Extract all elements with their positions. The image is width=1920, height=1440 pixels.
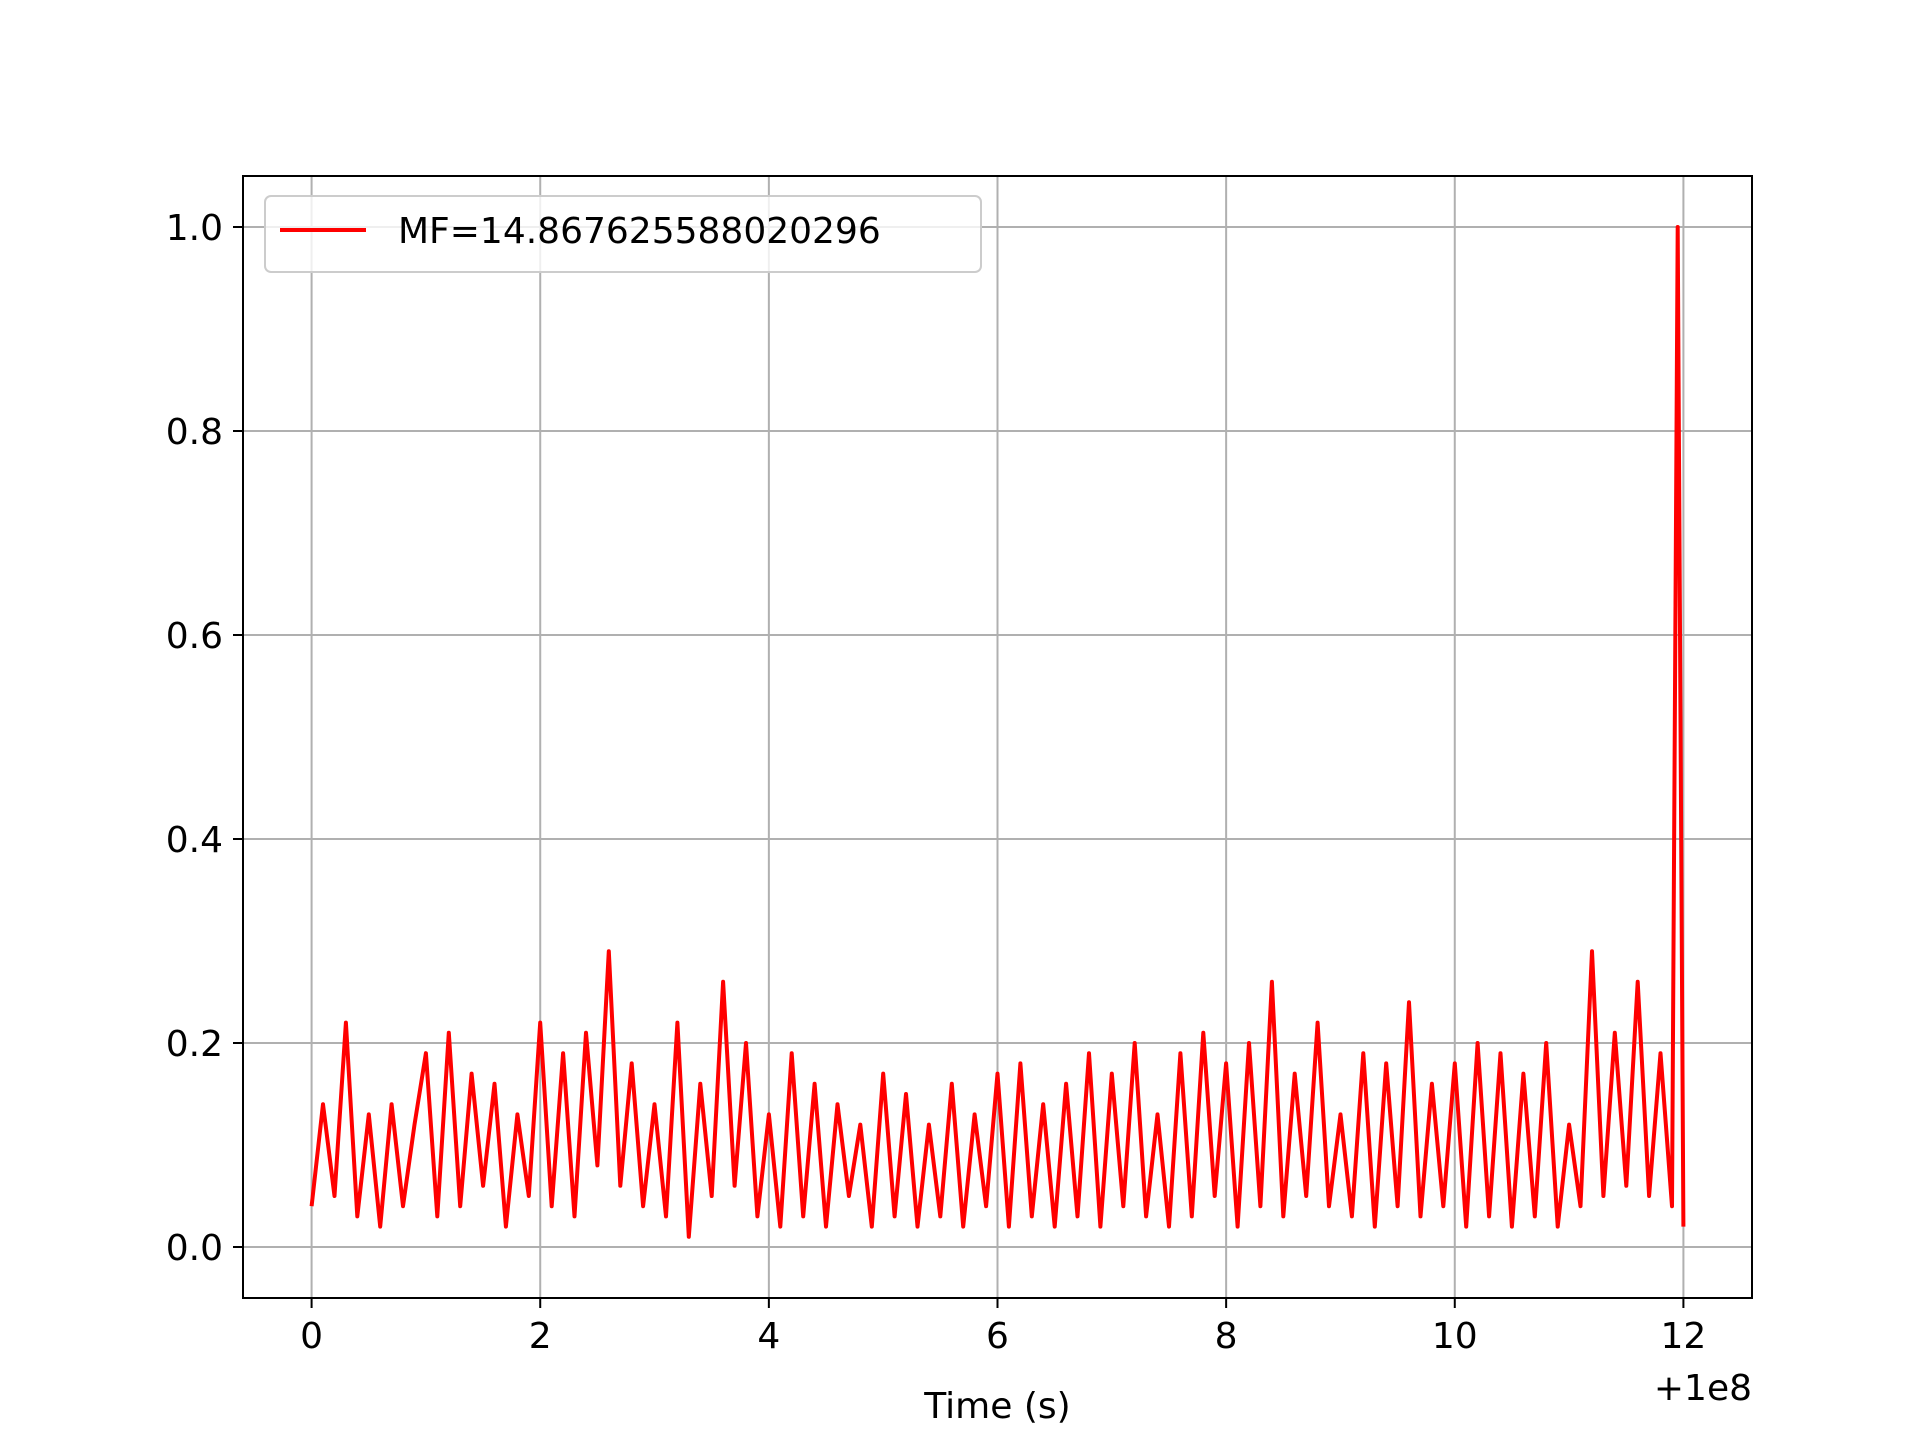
- x-tick-label: 8: [1215, 1316, 1238, 1357]
- x-tick-label: 4: [757, 1316, 780, 1357]
- grid: [243, 176, 1752, 1298]
- y-tick-label: 0.4: [166, 820, 223, 861]
- x-tick-label: 2: [529, 1316, 552, 1357]
- y-tick-label: 0.0: [166, 1228, 223, 1269]
- series-layer: [309, 225, 1686, 1239]
- y-tick-label: 0.2: [166, 1024, 223, 1065]
- y-tick-label: 0.8: [166, 412, 223, 453]
- x-tick-label: 12: [1661, 1316, 1707, 1357]
- x-axis-label: Time (s): [923, 1386, 1070, 1427]
- y-tick-label: 0.6: [166, 616, 223, 657]
- x-tick-label: 6: [986, 1316, 1009, 1357]
- legend-box: [264, 195, 982, 273]
- series-line: [309, 225, 1686, 1239]
- legend: MF=14.867625588020296: [264, 195, 982, 273]
- ticks: 0 2 4 6 8 10 12 0.0 0.2 0.4 0.6 0.8 1.0: [166, 208, 1707, 1357]
- x-tick-label: 0: [300, 1316, 323, 1357]
- legend-label: MF=14.867625588020296: [398, 211, 881, 252]
- x-tick-label: 10: [1432, 1316, 1478, 1357]
- y-tick-label: 1.0: [166, 208, 223, 249]
- x-offset-label: +1e8: [1654, 1368, 1752, 1409]
